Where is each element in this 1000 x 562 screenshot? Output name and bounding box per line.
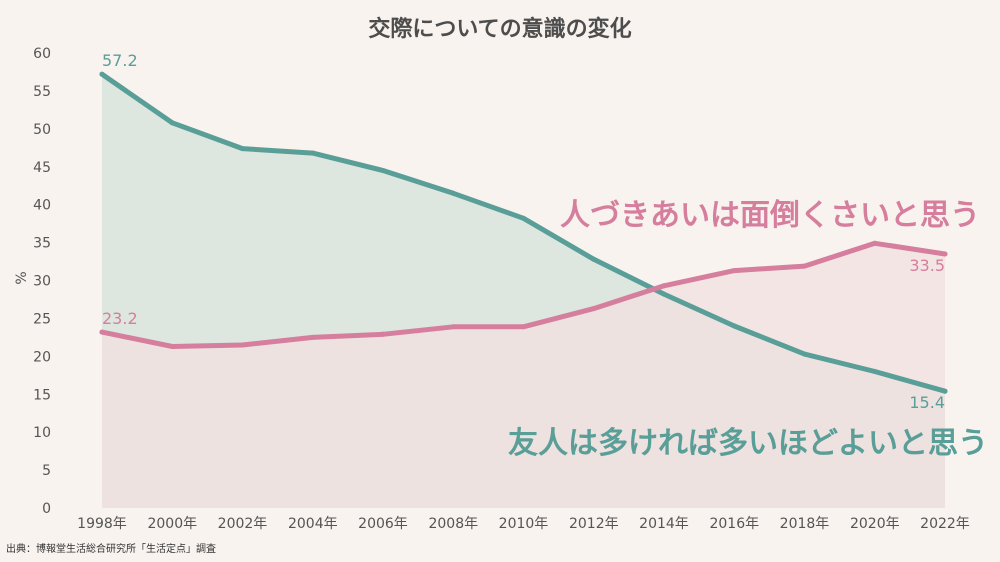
series-areas: [102, 74, 945, 509]
x-tick-label: 2018年: [780, 516, 830, 532]
y-tick-label: 30: [33, 274, 51, 290]
data-labels: 57.2 15.4 23.2 33.5: [102, 51, 945, 412]
data-label: 15.4: [909, 393, 945, 412]
data-point: [802, 263, 807, 269]
data-point: [872, 240, 878, 246]
data-point: [240, 342, 245, 348]
series-area-1: [102, 243, 945, 509]
data-point: [240, 146, 245, 152]
y-tick-label: 60: [33, 46, 51, 62]
y-tick-label: 10: [33, 425, 51, 441]
data-label: 57.2: [102, 51, 138, 70]
data-point: [942, 251, 948, 257]
y-tick-label: 25: [33, 311, 51, 327]
data-point: [942, 388, 948, 394]
data-label: 33.5: [909, 256, 945, 275]
x-tick-label: 2000年: [147, 516, 197, 532]
x-tick-label: 2004年: [288, 516, 338, 532]
x-tick-label: 2022年: [920, 516, 970, 532]
y-tick-label: 5: [42, 463, 51, 479]
x-tick-label: 2020年: [850, 516, 900, 532]
x-tick-label: 1998年: [77, 516, 127, 532]
data-point: [872, 369, 878, 374]
y-tick-label: 15: [33, 387, 51, 403]
x-tick-label: 2010年: [499, 516, 549, 532]
data-point: [802, 351, 807, 357]
chart-title: 交際についての意識の変化: [368, 16, 631, 42]
data-label: 23.2: [102, 309, 138, 328]
x-axis-ticks: 1998年 2000年 2002年 2004年 2006年 2008年 2010年 2012年…: [77, 516, 970, 532]
data-point: [521, 324, 526, 330]
y-axis-label: %: [14, 271, 30, 284]
x-tick-label: 2006年: [358, 516, 408, 532]
data-point: [731, 268, 737, 274]
series-label-more-friends: 友人は多ければ多いほどよいと思う: [508, 426, 988, 461]
data-point: [591, 306, 597, 312]
y-tick-label: 40: [33, 198, 51, 214]
y-tick-label: 35: [33, 236, 51, 252]
data-point: [169, 120, 175, 126]
data-point: [310, 334, 316, 340]
data-point: [731, 323, 737, 329]
data-point: [591, 256, 597, 262]
data-point: [450, 190, 456, 196]
x-tick-label: 2002年: [218, 516, 268, 532]
y-tick-label: 0: [42, 501, 51, 517]
data-point: [521, 215, 526, 221]
data-point: [380, 331, 386, 337]
data-point: [310, 150, 316, 156]
y-tick-label: 45: [33, 160, 51, 176]
data-point: [661, 291, 667, 297]
y-axis-ticks: 0 5 10 15 20 25 30 35 40 45 50 55 60: [33, 46, 51, 517]
series-label-burdensome: 人づきあいは面倒くさいと思う: [560, 198, 980, 233]
y-tick-label: 55: [33, 84, 51, 100]
source-note: 出典：博報堂生活総合研究所「生活定点」調査: [6, 542, 216, 555]
data-point: [99, 71, 105, 77]
data-point: [450, 324, 456, 330]
x-tick-label: 2016年: [709, 516, 759, 532]
y-tick-label: 20: [33, 349, 51, 365]
data-point: [99, 329, 105, 335]
x-tick-label: 2008年: [428, 516, 478, 532]
data-point: [661, 283, 667, 289]
series-lines: [99, 71, 948, 394]
x-tick-label: 2014年: [639, 516, 689, 532]
x-tick-label: 2012年: [569, 516, 619, 532]
y-tick-label: 50: [33, 122, 51, 138]
data-point: [380, 168, 386, 173]
data-point: [169, 344, 175, 349]
